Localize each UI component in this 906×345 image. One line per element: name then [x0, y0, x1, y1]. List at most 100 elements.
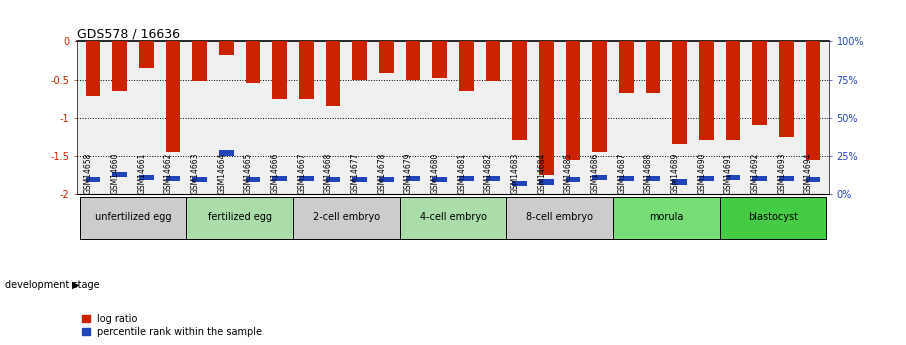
Text: GSM14693: GSM14693	[777, 152, 786, 194]
Bar	[406, 41, 420, 79]
Bar	[432, 177, 447, 183]
Bar	[139, 175, 154, 180]
Text: 4-cell embryo: 4-cell embryo	[419, 212, 487, 222]
Text: GSM14662: GSM14662	[164, 152, 173, 194]
Bar	[646, 176, 660, 181]
Text: GSM14661: GSM14661	[138, 152, 147, 194]
Bar	[726, 175, 740, 180]
Bar	[699, 41, 714, 140]
Bar	[459, 41, 474, 91]
Bar	[432, 41, 447, 78]
Text: GDS578 / 16636: GDS578 / 16636	[77, 27, 180, 40]
Text: 2-cell embryo: 2-cell embryo	[313, 212, 380, 222]
Text: GSM14687: GSM14687	[617, 152, 626, 194]
Bar	[805, 41, 820, 159]
Bar	[325, 41, 341, 106]
Bar	[352, 41, 367, 79]
Bar	[166, 176, 180, 181]
Bar	[352, 177, 367, 183]
Bar	[752, 176, 767, 181]
Text: GSM14691: GSM14691	[724, 152, 733, 194]
FancyBboxPatch shape	[719, 197, 826, 239]
Text: GSM14682: GSM14682	[484, 152, 493, 194]
Bar	[779, 41, 794, 137]
Bar	[752, 41, 767, 125]
Bar	[646, 41, 660, 93]
Bar	[299, 41, 313, 99]
Bar	[593, 175, 607, 180]
Bar	[379, 177, 394, 183]
Text: GSM14668: GSM14668	[324, 152, 333, 194]
Text: GSM14677: GSM14677	[351, 152, 360, 194]
Text: development stage: development stage	[5, 280, 99, 289]
Bar	[325, 177, 341, 183]
FancyBboxPatch shape	[187, 197, 293, 239]
Text: GSM14694: GSM14694	[804, 152, 813, 194]
Text: GSM14660: GSM14660	[111, 152, 120, 194]
Text: GSM14689: GSM14689	[670, 152, 680, 194]
Bar	[219, 41, 234, 55]
Bar	[512, 181, 527, 186]
Bar	[192, 41, 207, 81]
Bar	[86, 41, 101, 96]
Text: 8-cell embryo: 8-cell embryo	[526, 212, 593, 222]
Bar	[459, 176, 474, 181]
Bar	[139, 41, 154, 68]
Text: GSM14686: GSM14686	[591, 152, 600, 194]
Bar	[593, 41, 607, 152]
Bar	[86, 177, 101, 183]
Bar	[219, 150, 234, 156]
Text: GSM14665: GSM14665	[244, 152, 253, 194]
Bar	[166, 41, 180, 152]
Bar	[539, 41, 554, 175]
Text: GSM14667: GSM14667	[297, 152, 306, 194]
Text: GSM14666: GSM14666	[271, 152, 280, 194]
Text: GSM14680: GSM14680	[430, 152, 439, 194]
Text: GSM14683: GSM14683	[511, 152, 520, 194]
Text: GSM14684: GSM14684	[537, 152, 546, 194]
Text: GSM14681: GSM14681	[458, 152, 467, 194]
Bar	[273, 176, 287, 181]
Bar	[112, 172, 127, 177]
Text: GSM14688: GSM14688	[644, 152, 653, 194]
Text: GSM14685: GSM14685	[564, 152, 573, 194]
Text: fertilized egg: fertilized egg	[207, 212, 272, 222]
Bar	[779, 176, 794, 181]
Bar	[406, 176, 420, 181]
Text: GSM14690: GSM14690	[698, 152, 707, 194]
Text: unfertilized egg: unfertilized egg	[95, 212, 171, 222]
Bar	[512, 41, 527, 140]
Text: GSM14692: GSM14692	[751, 152, 759, 194]
Bar	[299, 176, 313, 181]
Text: GSM14658: GSM14658	[84, 152, 93, 194]
Bar	[565, 41, 581, 159]
Bar	[805, 177, 820, 183]
Bar	[539, 179, 554, 185]
Bar	[619, 176, 633, 181]
Text: ▶: ▶	[72, 280, 79, 289]
Bar	[486, 41, 500, 81]
FancyBboxPatch shape	[400, 197, 506, 239]
Bar	[672, 41, 687, 144]
Text: GSM14679: GSM14679	[404, 152, 413, 194]
Bar	[486, 176, 500, 181]
Bar	[619, 41, 633, 93]
FancyBboxPatch shape	[506, 197, 613, 239]
Bar	[246, 177, 260, 183]
FancyBboxPatch shape	[613, 197, 719, 239]
Bar	[112, 41, 127, 91]
Text: GSM14663: GSM14663	[190, 152, 199, 194]
Text: blastocyst: blastocyst	[748, 212, 798, 222]
Bar	[699, 176, 714, 181]
FancyBboxPatch shape	[293, 197, 400, 239]
Bar	[192, 177, 207, 183]
Text: morula: morula	[649, 212, 683, 222]
Bar	[672, 179, 687, 185]
Text: GSM14664: GSM14664	[217, 152, 226, 194]
Text: GSM14678: GSM14678	[377, 152, 386, 194]
Bar	[379, 41, 394, 73]
Bar	[565, 177, 581, 183]
Legend: log ratio, percentile rank within the sample: log ratio, percentile rank within the sa…	[82, 314, 263, 337]
Bar	[246, 41, 260, 83]
FancyBboxPatch shape	[80, 197, 187, 239]
